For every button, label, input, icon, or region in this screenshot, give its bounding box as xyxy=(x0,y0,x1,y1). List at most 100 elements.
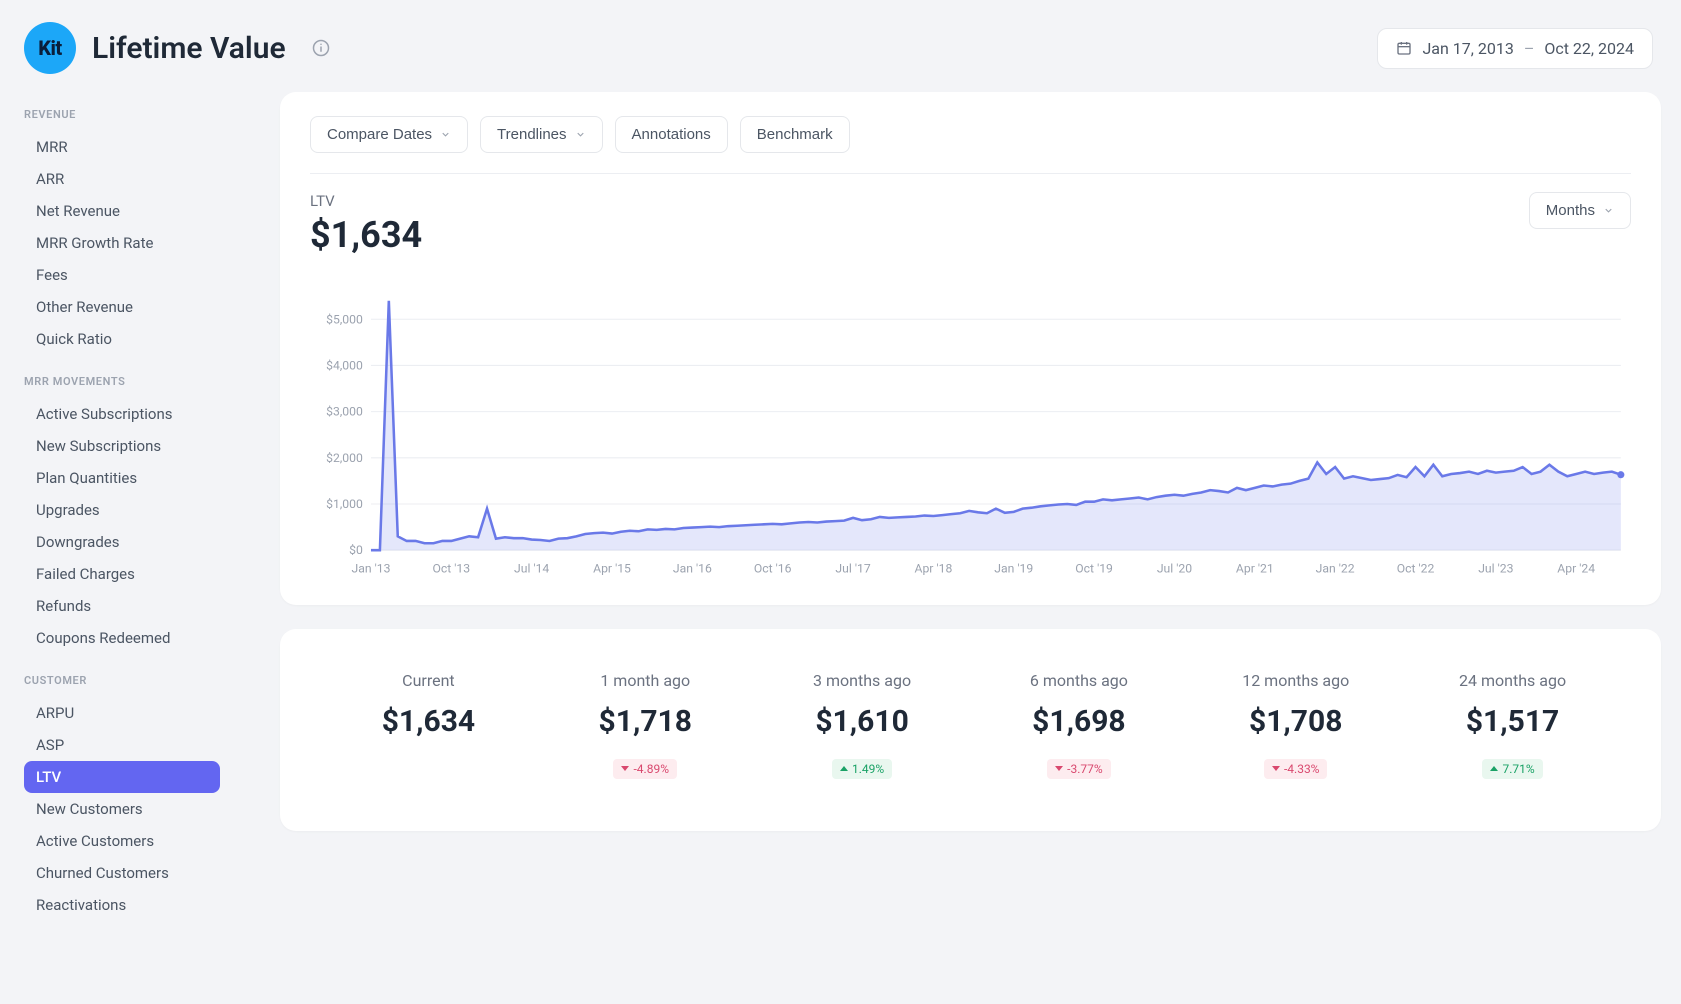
comparison-item: 24 months ago $1,517 7.71% xyxy=(1404,671,1621,779)
sidebar-section-heading: MRR MOVEMENTS xyxy=(24,375,230,388)
comparison-label: Current xyxy=(320,671,537,690)
sidebar-item-churned-customers[interactable]: Churned Customers xyxy=(24,857,220,889)
svg-text:Jan '16: Jan '16 xyxy=(673,562,712,576)
comparison-delta: -4.89% xyxy=(613,759,677,779)
sidebar-item-active-subscriptions[interactable]: Active Subscriptions xyxy=(24,398,220,430)
sidebar-item-other-revenue[interactable]: Other Revenue xyxy=(24,291,220,323)
svg-text:Apr '21: Apr '21 xyxy=(1236,562,1274,576)
date-range-picker[interactable]: Jan 17, 2013 – Oct 22, 2024 xyxy=(1377,28,1653,69)
date-range-end: Oct 22, 2024 xyxy=(1544,39,1634,58)
sidebar-item-reactivations[interactable]: Reactivations xyxy=(24,889,220,921)
svg-text:Oct '19: Oct '19 xyxy=(1075,562,1113,576)
comparison-value: $1,718 xyxy=(537,704,754,739)
svg-text:Oct '22: Oct '22 xyxy=(1397,562,1435,576)
benchmark-label: Benchmark xyxy=(757,126,833,143)
comparison-item: Current $1,634 xyxy=(320,671,537,779)
compare-dates-button[interactable]: Compare Dates xyxy=(310,116,468,153)
svg-text:$3,000: $3,000 xyxy=(326,405,363,419)
chevron-down-icon xyxy=(575,129,586,140)
svg-text:$4,000: $4,000 xyxy=(326,359,363,373)
comparison-item: 12 months ago $1,708 -4.33% xyxy=(1187,671,1404,779)
annotations-label: Annotations xyxy=(632,126,711,143)
svg-text:Apr '18: Apr '18 xyxy=(915,562,953,576)
sidebar-item-arpu[interactable]: ARPU xyxy=(24,697,220,729)
comparison-delta-value: -4.89% xyxy=(633,762,669,776)
sidebar-item-plan-quantities[interactable]: Plan Quantities xyxy=(24,462,220,494)
comparison-delta-value: -4.33% xyxy=(1284,762,1320,776)
svg-text:Jul '20: Jul '20 xyxy=(1157,562,1192,576)
comparison-delta: -4.33% xyxy=(1264,759,1328,779)
sidebar-item-upgrades[interactable]: Upgrades xyxy=(24,494,220,526)
svg-text:Jul '23: Jul '23 xyxy=(1478,562,1513,576)
svg-text:Oct '16: Oct '16 xyxy=(754,562,792,576)
ltv-chart: $0 $1,000 $2,000 $3,000 $4,000 $5,000 Jan '13 O… xyxy=(310,286,1631,581)
comparison-value: $1,708 xyxy=(1187,704,1404,739)
comparison-item: 1 month ago $1,718 -4.89% xyxy=(537,671,754,779)
comparison-value: $1,634 xyxy=(320,704,537,739)
chevron-down-icon xyxy=(1603,205,1614,216)
granularity-label: Months xyxy=(1546,202,1595,219)
comparison-card: Current $1,6341 month ago $1,718 -4.89% 3 mo… xyxy=(280,629,1661,831)
date-range-sep: – xyxy=(1524,39,1535,58)
comparison-delta: -3.77% xyxy=(1047,759,1111,779)
svg-text:Jan '22: Jan '22 xyxy=(1316,562,1355,576)
sidebar-item-downgrades[interactable]: Downgrades xyxy=(24,526,220,558)
comparison-value: $1,610 xyxy=(754,704,971,739)
sidebar-item-refunds[interactable]: Refunds xyxy=(24,590,220,622)
svg-text:$2,000: $2,000 xyxy=(326,451,363,465)
comparison-label: 1 month ago xyxy=(537,671,754,690)
comparison-label: 12 months ago xyxy=(1187,671,1404,690)
granularity-select[interactable]: Months xyxy=(1529,192,1631,229)
calendar-icon xyxy=(1396,40,1412,56)
svg-text:$0: $0 xyxy=(349,543,363,557)
metric-value: $1,634 xyxy=(310,214,422,256)
svg-text:$1,000: $1,000 xyxy=(326,497,363,511)
page-title: Lifetime Value xyxy=(92,31,286,66)
sidebar-item-ltv[interactable]: LTV xyxy=(24,761,220,793)
comparison-delta-value: 1.49% xyxy=(852,762,884,776)
svg-text:$5,000: $5,000 xyxy=(326,312,363,326)
sidebar-item-fees[interactable]: Fees xyxy=(24,259,220,291)
sidebar-section-heading: CUSTOMER xyxy=(24,674,230,687)
sidebar-item-quick-ratio[interactable]: Quick Ratio xyxy=(24,323,220,355)
svg-text:Jan '13: Jan '13 xyxy=(352,562,391,576)
chevron-down-icon xyxy=(440,129,451,140)
sidebar-item-mrr[interactable]: MRR xyxy=(24,131,220,163)
comparison-item: 6 months ago$1,698-3.77% xyxy=(970,671,1187,779)
comparison-delta-value: 7.71% xyxy=(1502,762,1534,776)
annotations-button[interactable]: Annotations xyxy=(615,116,728,153)
sidebar: REVENUEMRRARRNet RevenueMRR Growth RateF… xyxy=(0,92,240,1004)
comparison-label: 6 months ago xyxy=(970,671,1187,690)
metric-label: LTV xyxy=(310,192,422,210)
comparison-label: 24 months ago xyxy=(1404,671,1621,690)
sidebar-item-net-revenue[interactable]: Net Revenue xyxy=(24,195,220,227)
sidebar-section-heading: REVENUE xyxy=(24,108,230,121)
brand-logo: Kit xyxy=(24,22,76,74)
svg-text:Apr '15: Apr '15 xyxy=(593,562,631,576)
caret-down-icon xyxy=(1272,766,1280,771)
sidebar-item-coupons-redeemed[interactable]: Coupons Redeemed xyxy=(24,622,220,654)
info-icon[interactable] xyxy=(312,39,330,57)
comparison-item: 3 months ago $1,610 1.49% xyxy=(754,671,971,779)
caret-up-icon xyxy=(1490,766,1498,771)
sidebar-item-new-subscriptions[interactable]: New Subscriptions xyxy=(24,430,220,462)
comparison-delta: 1.49% xyxy=(832,759,892,779)
sidebar-item-arr[interactable]: ARR xyxy=(24,163,220,195)
svg-text:Jul '17: Jul '17 xyxy=(835,562,870,576)
caret-up-icon xyxy=(840,766,848,771)
svg-text:Apr '24: Apr '24 xyxy=(1557,562,1595,576)
date-range-start: Jan 17, 2013 xyxy=(1422,39,1513,58)
trendlines-button[interactable]: Trendlines xyxy=(480,116,602,153)
caret-down-icon xyxy=(1055,766,1063,771)
sidebar-item-new-customers[interactable]: New Customers xyxy=(24,793,220,825)
comparison-value: $1,517 xyxy=(1404,704,1621,739)
svg-text:Jan '19: Jan '19 xyxy=(994,562,1033,576)
comparison-label: 3 months ago xyxy=(754,671,971,690)
sidebar-item-asp[interactable]: ASP xyxy=(24,729,220,761)
svg-text:Jul '14: Jul '14 xyxy=(514,562,549,576)
comparison-delta-value: -3.77% xyxy=(1067,762,1103,776)
benchmark-button[interactable]: Benchmark xyxy=(740,116,850,153)
sidebar-item-failed-charges[interactable]: Failed Charges xyxy=(24,558,220,590)
sidebar-item-mrr-growth-rate[interactable]: MRR Growth Rate xyxy=(24,227,220,259)
sidebar-item-active-customers[interactable]: Active Customers xyxy=(24,825,220,857)
